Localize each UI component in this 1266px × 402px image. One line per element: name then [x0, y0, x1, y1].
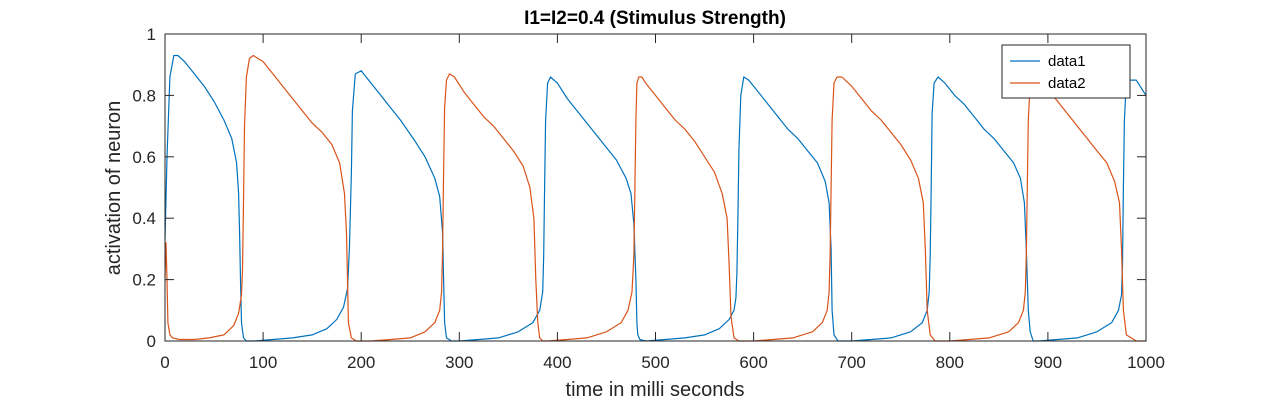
y-tick-label: 0.6 — [132, 148, 156, 167]
y-tick-label: 1 — [147, 25, 156, 44]
legend[interactable]: data1 data2 — [1001, 44, 1131, 99]
x-tick-label: 1000 — [1127, 353, 1165, 372]
x-tick-label: 400 — [543, 353, 571, 372]
legend-label-data2: data2 — [1048, 75, 1086, 92]
series-line-data2 — [164, 54, 1146, 342]
legend-label-data1: data1 — [1048, 53, 1086, 70]
series-layer — [164, 54, 1147, 342]
x-tick-label: 0 — [160, 353, 169, 372]
x-tick-label: 200 — [347, 353, 375, 372]
y-tick-label: 0.2 — [132, 271, 156, 290]
x-axis-label: time in milli seconds — [566, 379, 745, 401]
x-tick-label: 900 — [1034, 353, 1062, 372]
tick-layer: 0 100 200 300 400 500 600 700 800 900 1000 0 0.2 0.4 0… — [132, 25, 1165, 372]
x-tick-label: 600 — [739, 353, 767, 372]
legend-box — [1001, 44, 1131, 99]
y-tick-label: 0.4 — [132, 209, 156, 228]
x-tick-label: 500 — [641, 353, 669, 372]
y-tick-label: 0.8 — [132, 86, 156, 105]
y-axis-label: activation of neuron — [103, 101, 125, 276]
x-tick-label: 300 — [445, 353, 473, 372]
series-line-data1 — [164, 54, 1147, 342]
x-tick-label: 800 — [936, 353, 964, 372]
chart-title: I1=I2=0.4 (Stimulus Strength) — [524, 8, 786, 29]
x-tick-label: 100 — [249, 353, 277, 372]
y-tick-label: 0 — [147, 332, 156, 351]
x-tick-label: 700 — [838, 353, 866, 372]
